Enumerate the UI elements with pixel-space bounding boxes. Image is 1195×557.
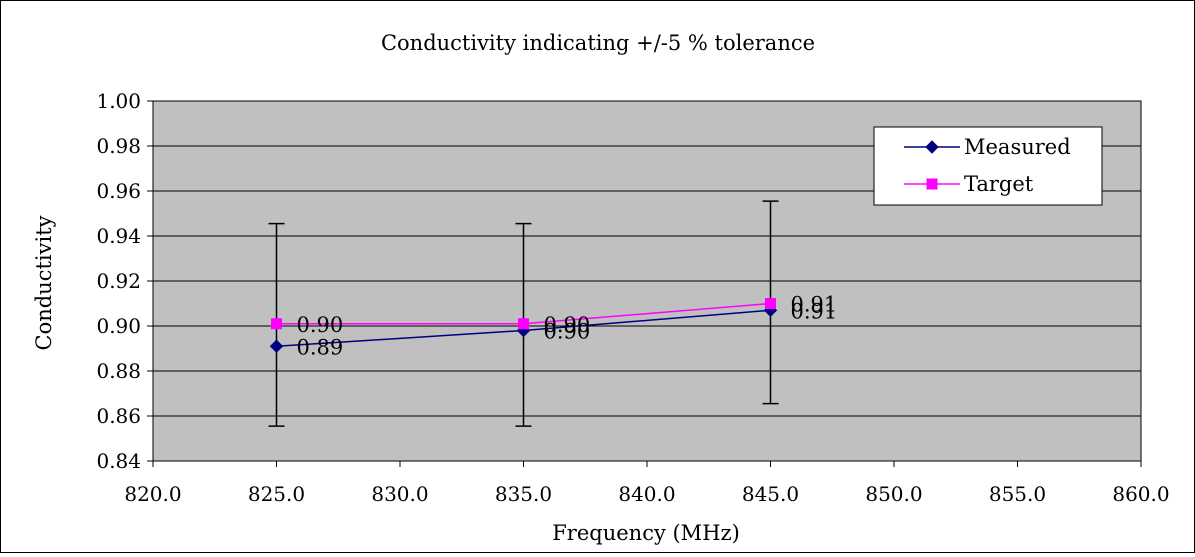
x-tick-label: 850.0 [865, 482, 922, 506]
x-tick-label: 860.0 [1112, 482, 1169, 506]
x-tick-label: 835.0 [495, 482, 552, 506]
data-point-measured [269, 339, 284, 353]
data-label-target: 0.90 [544, 313, 591, 337]
x-axis-label: Frequency (MHz) [552, 521, 740, 545]
legend-marker-target [926, 178, 938, 190]
y-tick-label: 0.92 [96, 269, 141, 293]
x-tick-label: 825.0 [248, 482, 305, 506]
x-tick-label: 820.0 [124, 482, 181, 506]
data-label-target: 0.90 [297, 313, 344, 337]
legend: Measured Target [873, 126, 1103, 206]
legend-marker-measured [925, 140, 939, 154]
data-label-measured: 0.90 [544, 320, 591, 344]
x-tick-label: 830.0 [371, 482, 428, 506]
data-point-target [518, 318, 529, 330]
data-label-measured: 0.91 [791, 299, 838, 323]
y-tick-label: 1.00 [96, 89, 141, 113]
data-label-target: 0.91 [791, 293, 838, 317]
y-tick-label: 0.98 [96, 134, 141, 158]
y-axis-label: Conductivity [32, 215, 56, 350]
x-tick-label: 845.0 [742, 482, 799, 506]
data-point-target [271, 318, 282, 330]
y-tick-label: 0.86 [96, 404, 141, 428]
chart-title: Conductivity indicating +/-5 % tolerance [381, 31, 815, 55]
y-tick-label: 0.96 [96, 179, 141, 203]
y-tick-label: 0.94 [96, 224, 141, 248]
y-tick-label: 0.84 [96, 449, 141, 473]
legend-label-measured: Measured [964, 135, 1071, 159]
y-tick-label: 0.90 [96, 314, 141, 338]
x-tick-label: 855.0 [989, 482, 1046, 506]
legend-box [873, 126, 1103, 206]
y-tick-label: 0.88 [96, 359, 141, 383]
legend-label-target: Target [964, 172, 1034, 196]
data-label-measured: 0.89 [297, 335, 344, 359]
x-tick-label: 840.0 [618, 482, 675, 506]
data-point-target [765, 298, 776, 309]
